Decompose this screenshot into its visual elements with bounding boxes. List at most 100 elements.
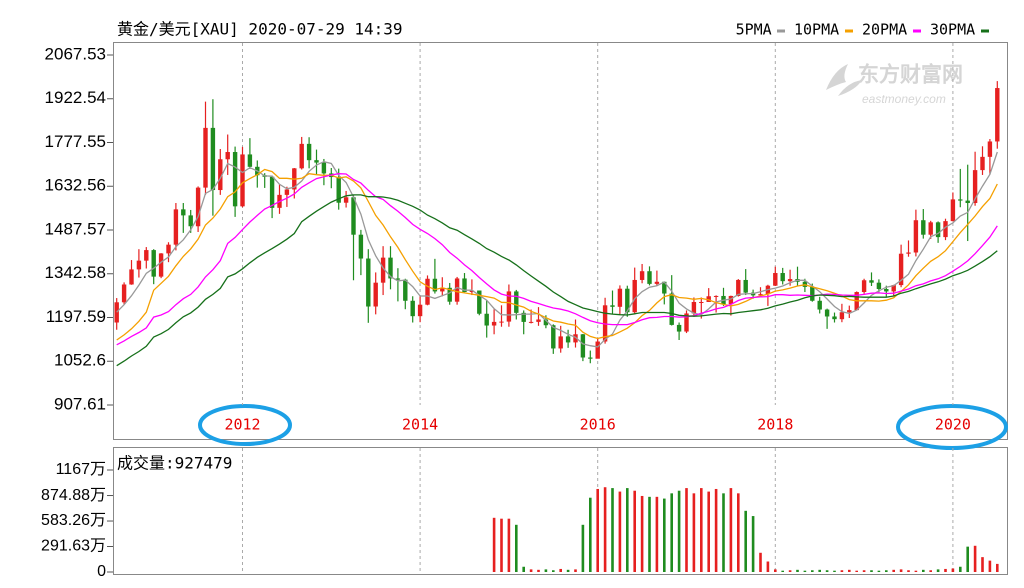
volume-bar [640, 495, 644, 572]
candle-body [144, 250, 149, 261]
volume-bar [803, 570, 807, 572]
volume-bar [633, 490, 636, 572]
volume-bar [692, 493, 696, 572]
candle-body [425, 278, 430, 305]
volume-title: 成交量:927479 [117, 454, 232, 473]
highlight-ellipse [198, 404, 292, 446]
candle-body [514, 291, 519, 313]
candle-body [869, 280, 874, 283]
volume-bar [788, 570, 792, 572]
y-tick-label: 1777.55 [45, 132, 106, 151]
volume-bar [811, 570, 814, 572]
candle-body [736, 279, 741, 296]
volume-bar [500, 518, 503, 572]
candle-body [136, 260, 142, 270]
watermark-url: eastmoney.com [862, 92, 946, 106]
candle-body [847, 310, 852, 313]
volume-bar [552, 570, 555, 572]
volume-bar [951, 568, 955, 572]
candle-body [358, 234, 364, 259]
volume-bar [877, 570, 881, 572]
volume-bar [677, 490, 681, 572]
candle-body [832, 316, 837, 320]
candle-body [787, 279, 793, 282]
candle-body [121, 284, 127, 303]
volume-bar [522, 566, 525, 572]
x-tick-label: 2012 [224, 416, 260, 434]
volume-bar [936, 569, 940, 572]
candle-body [469, 290, 475, 293]
highlight-ellipse [896, 404, 1008, 450]
volume-bar [870, 570, 873, 572]
candle-body [151, 250, 156, 277]
candle-body [773, 273, 778, 286]
volume-bar [781, 570, 784, 572]
legend-label: 5PMA [736, 21, 772, 39]
candle-body [351, 197, 356, 235]
ma-line [116, 151, 998, 348]
y-tick-label: 1922.54 [45, 88, 106, 107]
volume-bar [966, 546, 969, 572]
candle-body [958, 199, 963, 201]
candle-body [129, 269, 134, 285]
candle-body [417, 304, 423, 317]
volume-bar [892, 569, 895, 572]
volume-bar [714, 488, 718, 572]
candle-body [884, 289, 889, 292]
candle-body [987, 141, 993, 157]
volume-bar [922, 569, 925, 572]
volume-bar [603, 487, 607, 572]
volume-bar [559, 568, 562, 572]
y-tick-label: 874.88万 [41, 487, 106, 504]
candle-body [299, 143, 304, 169]
candle-body [632, 279, 637, 313]
candle-body [898, 253, 904, 286]
candle-body [403, 279, 408, 301]
volume-bar [663, 498, 666, 572]
candle-body [861, 280, 867, 293]
candle-body [913, 220, 919, 253]
candle-body [114, 302, 119, 323]
candle-body [906, 252, 911, 254]
volume-bar [929, 570, 932, 572]
y-tick-label: 1167万 [56, 461, 106, 478]
candle-body [573, 334, 578, 343]
volume-bar [685, 488, 688, 572]
candle-body [366, 258, 371, 307]
y-tick-label: 907.61 [54, 394, 106, 413]
price-frame [113, 42, 1008, 440]
watermark: 东方财富网 eastmoney.com [826, 63, 963, 106]
volume-bar [862, 570, 866, 572]
volume-bar [729, 488, 733, 572]
candle-body [284, 189, 290, 195]
volume-bar [759, 552, 762, 572]
y-tick-label: 1342.58 [45, 263, 106, 282]
volume-bar [574, 569, 577, 572]
candle-body [203, 127, 208, 188]
volume-bar [751, 516, 755, 572]
candle-body [565, 336, 571, 343]
candle-body [232, 152, 238, 207]
volume-bar [744, 510, 747, 572]
candle-body [321, 162, 327, 174]
volume-bar [855, 570, 858, 572]
volume-bar [492, 517, 496, 572]
volume-bar [648, 496, 651, 572]
candle-body [410, 300, 415, 317]
candle-body [440, 287, 445, 292]
candle-body [839, 312, 845, 320]
y-tick-label: 0 [97, 563, 106, 580]
candle-body [551, 325, 556, 349]
ma-line [116, 194, 998, 367]
candle-body [891, 285, 896, 292]
candle-body [240, 154, 245, 207]
volume-bar [655, 496, 659, 572]
ma-line [116, 173, 998, 346]
candle-body [928, 222, 933, 235]
candle-body [343, 197, 349, 203]
volume-bar [959, 566, 962, 572]
volume-bar [507, 518, 511, 572]
candle-body [691, 301, 697, 314]
